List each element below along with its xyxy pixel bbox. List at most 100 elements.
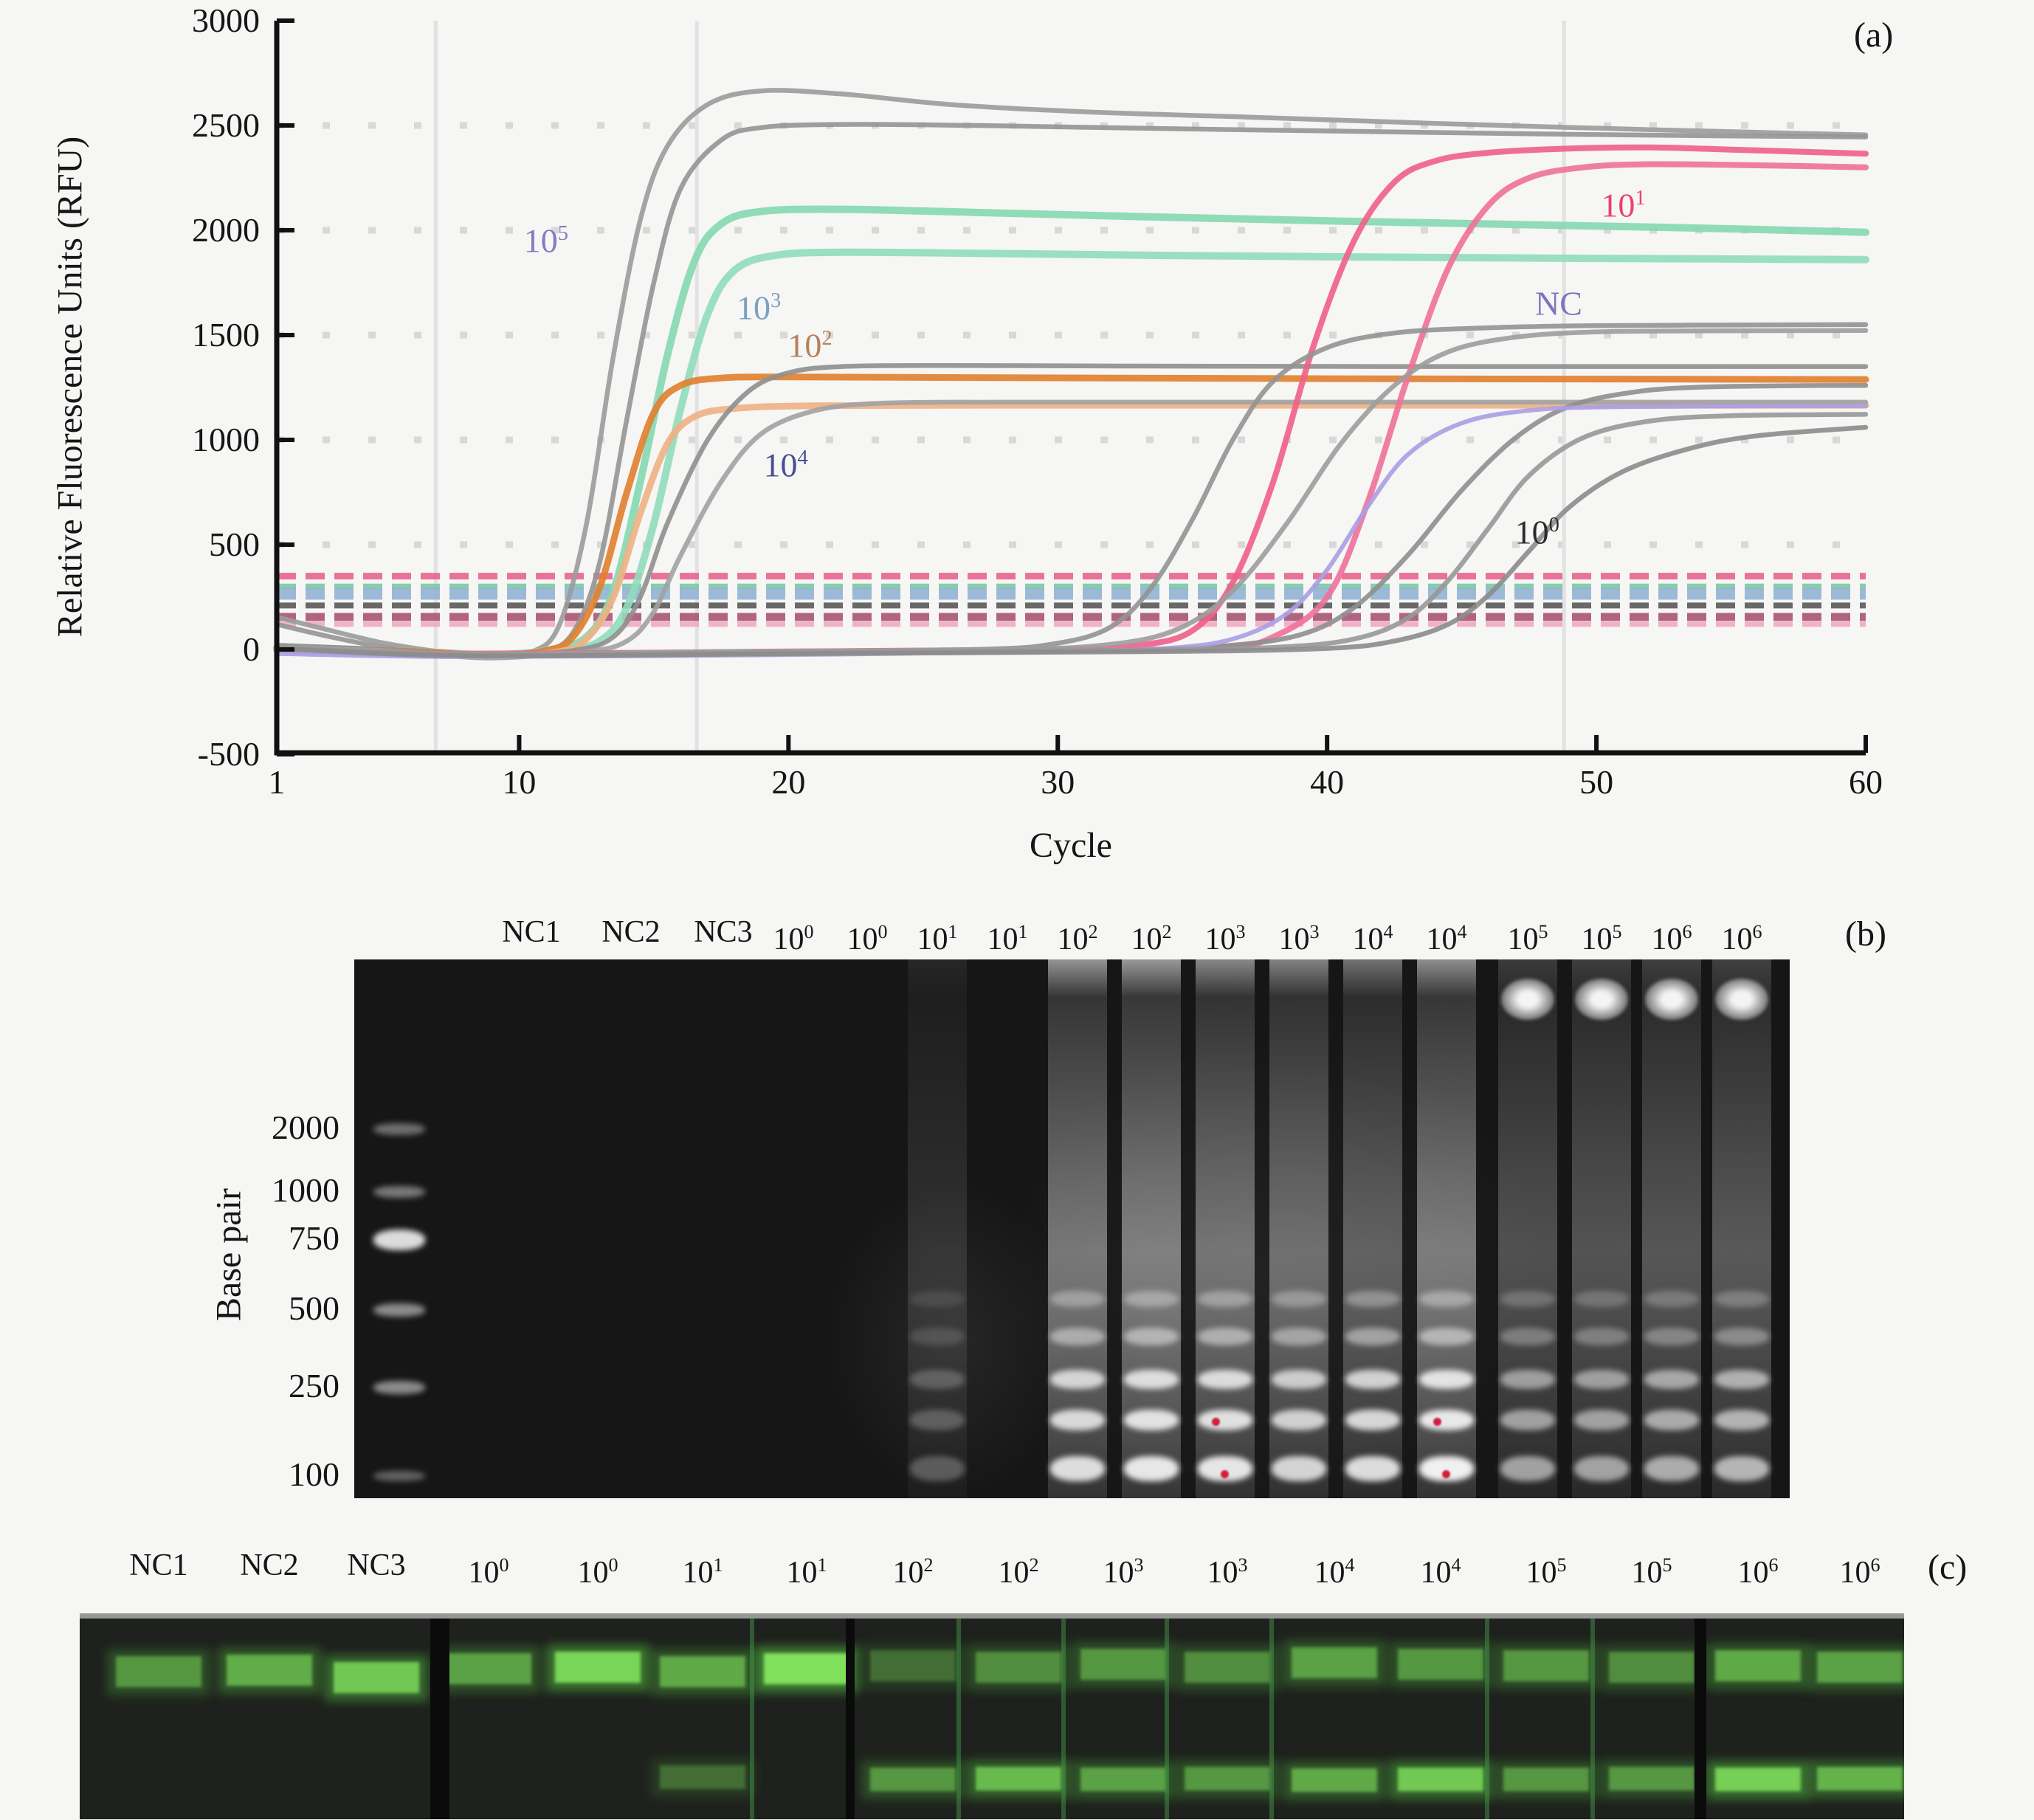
fluorescent-band <box>861 1760 965 1799</box>
product-band <box>1574 1410 1629 1431</box>
gel-b-lane-label: NC3 <box>694 915 753 949</box>
product-band <box>1345 1370 1400 1390</box>
gel-c-lane-label: 101 <box>786 1554 827 1590</box>
gel-b-sample-lane <box>1712 959 1771 1498</box>
gel-c-lane-label: 105 <box>1631 1554 1672 1590</box>
fluorescent-band-core <box>445 1653 532 1684</box>
gel-b-lane-label: NC1 <box>502 915 561 949</box>
ladder-band <box>373 1380 425 1394</box>
product-band <box>1345 1290 1400 1307</box>
y-axis-title: Relative Fluorescence Units (RFU) <box>50 136 90 638</box>
fluorescent-band <box>1495 1760 1598 1799</box>
fluorescent-band <box>967 1760 1070 1799</box>
gel-b-sample-lane <box>1642 959 1701 1498</box>
product-band <box>1644 1290 1699 1307</box>
product-band <box>1124 1370 1179 1390</box>
gel-b-sample-lane <box>978 959 1037 1498</box>
fluorescent-band <box>437 1647 540 1692</box>
product-band <box>1574 1290 1629 1307</box>
y-tick-label: 2000 <box>192 211 260 249</box>
gel-c-sample-lane <box>1176 1619 1279 1819</box>
ladder-band <box>373 1470 425 1481</box>
gel-b-lane-label: 106 <box>1651 921 1692 956</box>
product-band <box>1198 1290 1252 1307</box>
product-band <box>1272 1410 1326 1431</box>
gel-b-bp-value: 750 <box>289 1218 339 1257</box>
fluorescent-band <box>1808 1645 1904 1691</box>
fluorescent-band-core <box>1080 1649 1167 1680</box>
fluorescent-band-core <box>1397 1649 1484 1680</box>
product-band <box>1419 1410 1474 1431</box>
fluorescent-band <box>861 1644 965 1689</box>
panel-b-tag: (b) <box>1845 914 1886 954</box>
product-band <box>1500 1455 1555 1481</box>
gel-c-streak <box>750 1619 754 1819</box>
product-band <box>1124 1455 1179 1481</box>
product-band <box>1714 1410 1769 1431</box>
gel-c-sample-lane <box>755 1619 858 1819</box>
product-band <box>1198 1328 1252 1345</box>
gel-c-sample-lane <box>967 1619 1070 1819</box>
fluorescent-band-glow <box>1176 1645 1279 1691</box>
x-tick-label: 50 <box>1579 763 1614 801</box>
fluorescent-band-core <box>975 1767 1062 1790</box>
curve-annotation: 103 <box>737 289 782 327</box>
product-band <box>910 1290 965 1307</box>
amplification-curve <box>274 362 1869 658</box>
product-band <box>910 1370 965 1390</box>
product-band <box>1419 1370 1474 1390</box>
artifact-dot <box>1433 1417 1441 1426</box>
curve-annotation: 104 <box>763 446 808 484</box>
product-band <box>910 1410 965 1431</box>
y-tick-label: 1500 <box>192 316 260 354</box>
fluorescent-band-core <box>1816 1652 1903 1683</box>
gel-c-lane-label: 104 <box>1420 1554 1461 1590</box>
gel-c-lane-label: 104 <box>1314 1554 1355 1590</box>
product-band <box>1345 1410 1400 1431</box>
fluorescent-band <box>1389 1642 1492 1688</box>
x-tick-label: 60 <box>1849 763 1883 801</box>
product-band <box>1272 1455 1326 1481</box>
gel-b-lane-label: 100 <box>847 921 888 956</box>
product-band <box>1050 1455 1105 1481</box>
gel-c-sample-lane <box>1706 1619 1810 1819</box>
x-tick-label: 1 <box>268 763 286 801</box>
product-band <box>1345 1328 1400 1345</box>
fluorescent-band <box>1283 1761 1386 1800</box>
gel-b-lane-label: 104 <box>1352 921 1393 956</box>
gel-c-sample-lane <box>1808 1619 1904 1819</box>
gel-b-lane-label: 104 <box>1426 921 1467 956</box>
gel-c-lane-label: 105 <box>1526 1554 1567 1590</box>
y-tick-label: 500 <box>209 525 260 563</box>
gel-c-lane-label: 106 <box>1839 1554 1880 1590</box>
product-band <box>1500 1290 1555 1307</box>
product-band <box>910 1328 965 1345</box>
fluorescent-band-core <box>1184 1652 1271 1683</box>
y-tick-label: 3000 <box>192 1 260 39</box>
gel-b-sample-lane <box>1417 959 1476 1498</box>
curve-annotation: NC <box>1535 284 1582 323</box>
gel-c-streak <box>1590 1619 1595 1819</box>
gel-b-sample-lane <box>1122 959 1181 1498</box>
product-band <box>1272 1290 1326 1307</box>
gel-b-lane-label: 100 <box>773 921 814 956</box>
fluorescent-band <box>1176 1645 1279 1691</box>
loading-well <box>1715 979 1768 1020</box>
gel-b-image <box>354 959 1790 1498</box>
product-band <box>1714 1370 1769 1390</box>
x-axis-title: Cycle <box>1030 826 1112 865</box>
gel-c-lane-label: 101 <box>682 1554 723 1590</box>
amplification-curve <box>274 161 1869 658</box>
gel-b-sample-lane <box>1343 959 1402 1498</box>
product-band <box>1419 1290 1474 1307</box>
fluorescent-band-core <box>763 1653 850 1684</box>
gel-c-streak <box>1269 1619 1274 1819</box>
product-band <box>1644 1410 1699 1431</box>
gel-c-streak <box>1165 1619 1169 1819</box>
curve-annotation: 101 <box>1601 186 1646 224</box>
fluorescent-band-core <box>1291 1647 1378 1678</box>
gel-b-lane-label: NC2 <box>601 915 661 949</box>
fluorescent-band <box>651 1759 754 1798</box>
product-band <box>1124 1328 1179 1345</box>
gel-b-lane-label: 103 <box>1278 921 1320 956</box>
